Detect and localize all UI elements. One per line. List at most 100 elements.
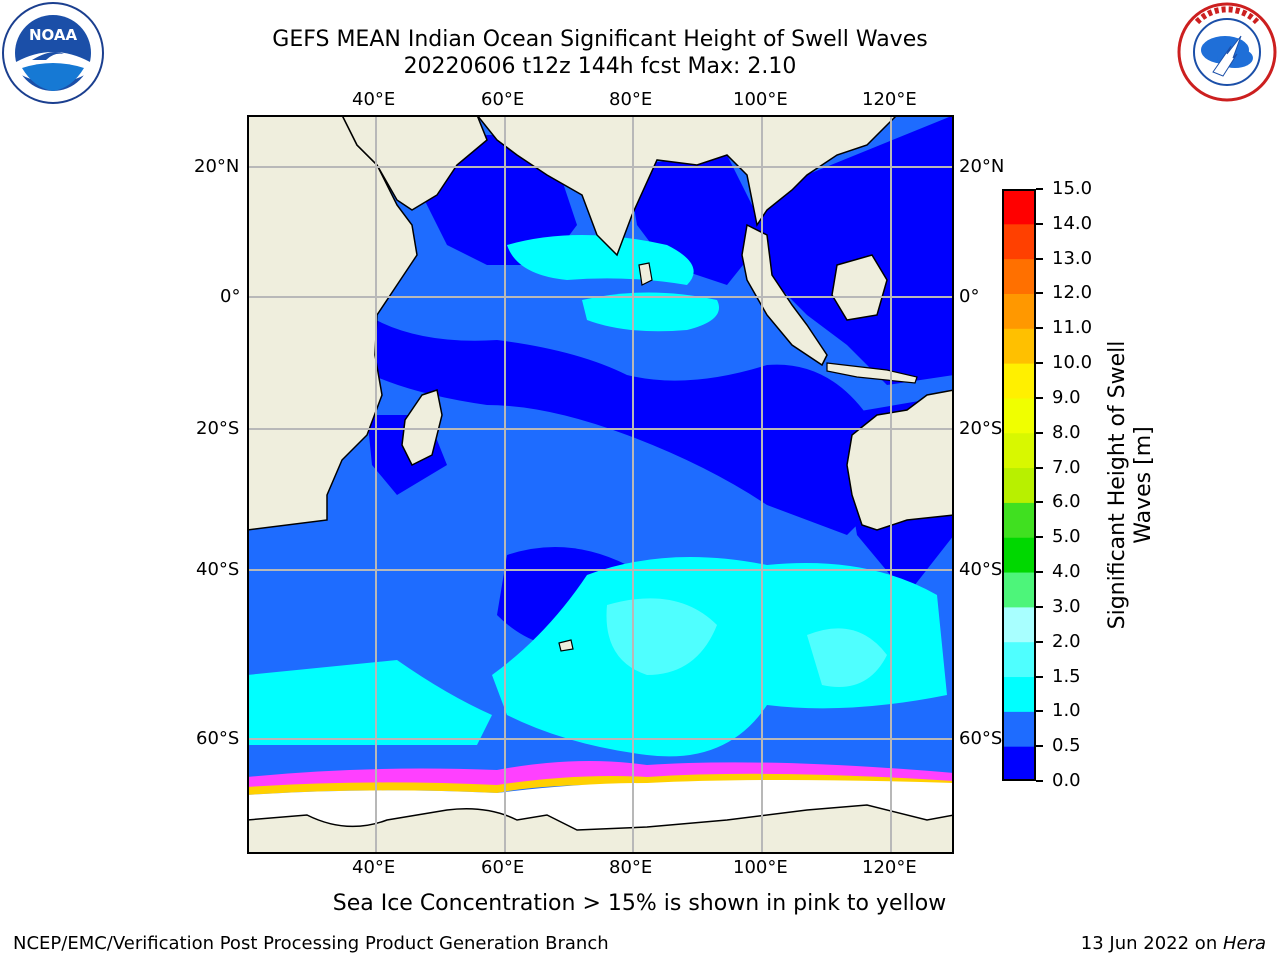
colorbar-tick-label: 12.0 [1052, 282, 1093, 304]
footer-right: 13 Jun 2022 on Hera [1081, 933, 1266, 954]
colorbar-tick-mark [1036, 710, 1043, 713]
colorbar-bin [1002, 711, 1036, 747]
map-frame [247, 115, 954, 854]
colorbar-bin [1002, 363, 1036, 399]
lon-label-top-60e: 60°E [481, 89, 525, 110]
colorbar-tick-label: 7.0 [1052, 456, 1081, 478]
arabia [340, 114, 488, 211]
footer-date: 13 Jun 2022 on [1080, 933, 1223, 954]
colorbar-tick-mark [1036, 571, 1043, 574]
lat-label-right-0: 0° [959, 286, 980, 307]
footer-host: Hera [1222, 933, 1266, 954]
colorbar-bin [1002, 328, 1036, 364]
colorbar-bin [1002, 676, 1036, 712]
colorbar-bin [1002, 537, 1036, 573]
colorbar-bin [1002, 746, 1036, 782]
colorbar-tick-label: 10.0 [1052, 352, 1093, 374]
colorbar-tick-mark [1036, 745, 1043, 748]
swell-region-low-1 [367, 315, 887, 535]
lat-label-left-20n: 20°N [194, 156, 240, 177]
lon-label-bottom-60e: 60°E [481, 857, 525, 878]
nws-logo [1177, 2, 1277, 102]
lon-label-top-120e: 120°E [862, 89, 917, 110]
colorbar-tick-mark [1036, 292, 1043, 295]
swell-region-mid-4 [247, 660, 492, 745]
lon-label-bottom-100e: 100°E [733, 857, 788, 878]
colorbar-tick-mark [1036, 188, 1043, 190]
colorbar-tick-mark [1036, 222, 1043, 225]
footer-left: NCEP/EMC/Verification Post Processing Pr… [13, 933, 609, 954]
madagascar [401, 389, 443, 467]
map-panel [246, 114, 955, 855]
kerguelen [558, 639, 574, 652]
lon-label-bottom-40e: 40°E [352, 857, 396, 878]
lat-label-right-20s: 20°S [959, 418, 1003, 439]
colorbar-tick-mark [1036, 640, 1043, 643]
sea-ice-caption-text: Sea Ice Concentration > 15% is shown in … [332, 891, 947, 916]
colorbar-tick-label: 0.5 [1052, 735, 1081, 757]
colorbar-tick-mark [1036, 327, 1043, 330]
colorbar-tick-mark [1036, 780, 1043, 782]
lat-label-left-20s: 20°S [196, 418, 240, 439]
colorbar-tick-mark [1036, 431, 1043, 434]
graticule [247, 115, 954, 854]
sea-ice-caption: Sea Ice Concentration > 15% is shown in … [0, 891, 1280, 916]
antarctica [246, 804, 955, 855]
map-plot [246, 114, 955, 855]
colorbar-tick-mark [1036, 605, 1043, 608]
lon-label-top-100e: 100°E [733, 89, 788, 110]
swell-region-mid-2 [582, 292, 719, 332]
colorbar-tick-mark [1036, 396, 1043, 399]
colorbar-bin [1002, 189, 1036, 225]
colorbar-bin [1002, 258, 1036, 294]
chart-title: GEFS MEAN Indian Ocean Significant Heigh… [272, 27, 928, 52]
colorbar-swatches [1002, 189, 1036, 782]
nws-logo-icon [1177, 2, 1277, 102]
colorbar-ticks: 15.0 14.0 13.0 12.0 11.0 10.0 9.0 8.0 7.0 6.0 5.0 4… [1036, 179, 1106, 791]
colorbar-tick-label: 5.0 [1052, 526, 1081, 548]
colorbar-tick-label: 15.0 [1052, 178, 1093, 199]
colorbar-tick-label: 11.0 [1052, 317, 1093, 339]
colorbar-bin [1002, 432, 1036, 469]
colorbar-tick-label: 0.0 [1052, 770, 1081, 791]
swell-region-low-4 [757, 115, 954, 385]
swell-region-high-2 [807, 628, 887, 687]
chart-subtitle: 20220606 t12z 144h fcst Max: 2.10 [403, 54, 797, 79]
colorbar-frame [1002, 189, 1036, 781]
noaa-logo: NOAA [2, 2, 104, 104]
colorbar-tick-label: 14.0 [1052, 212, 1093, 234]
colorbar-bin [1002, 397, 1036, 434]
colorbar-tick-label: 8.0 [1052, 421, 1081, 443]
asia-india [475, 114, 899, 257]
lon-label-bottom-120e: 120°E [862, 857, 917, 878]
colorbar-bin [1002, 641, 1036, 678]
lat-label-left-0: 0° [220, 286, 241, 307]
colorbar-tick-mark [1036, 466, 1043, 469]
australia [846, 389, 955, 531]
colorbar-bin [1002, 606, 1036, 643]
colorbar-tick-label: 3.0 [1052, 595, 1081, 617]
sri-lanka [638, 262, 653, 286]
colorbar-tick-label: 13.0 [1052, 247, 1093, 269]
colorbar-bin [1002, 293, 1036, 329]
colorbar-tick-label: 6.0 [1052, 491, 1081, 513]
lon-label-top-80e: 80°E [609, 89, 653, 110]
colorbar-tick-label: 1.5 [1052, 665, 1081, 687]
swell-region-mid-3 [492, 557, 947, 757]
colorbar-label-line1: Significant Height of Swell [1105, 340, 1130, 630]
colorbar-tick-label: 2.0 [1052, 630, 1081, 652]
borneo [831, 254, 888, 321]
lat-label-left-40s: 40°S [196, 559, 240, 580]
colorbar-tick-mark [1036, 501, 1043, 504]
colorbar-tick-mark [1036, 257, 1043, 260]
colorbar-tick-mark [1036, 675, 1043, 678]
colorbar [1002, 189, 1036, 782]
sumatra [741, 223, 828, 367]
colorbar-bin [1002, 572, 1036, 608]
lat-label-left-60s: 60°S [196, 728, 240, 749]
lat-label-right-40s: 40°S [959, 559, 1003, 580]
swell-region-high-1 [606, 598, 717, 675]
colorbar-tick-label: 1.0 [1052, 700, 1081, 722]
colorbar-bin [1002, 502, 1036, 538]
colorbar-label-line2: Waves [m] [1131, 426, 1156, 544]
